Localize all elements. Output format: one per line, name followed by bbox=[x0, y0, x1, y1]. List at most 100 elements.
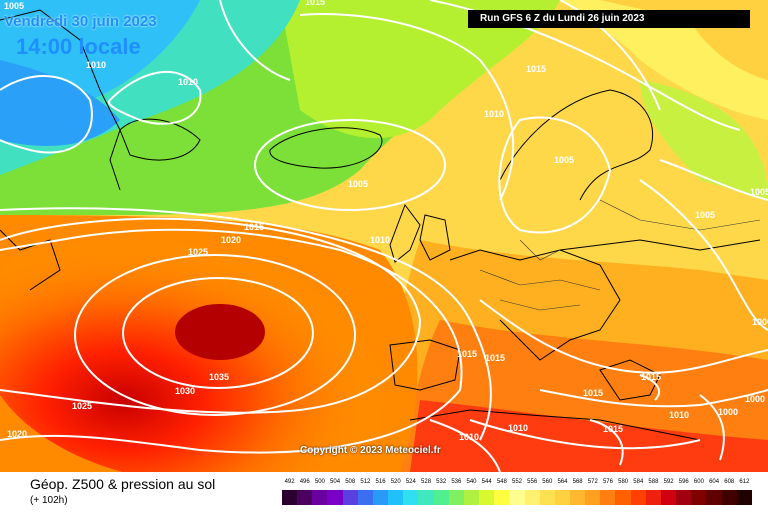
legend-tick-label: 536 bbox=[451, 479, 462, 485]
ridge-center bbox=[175, 304, 265, 360]
legend-swatch bbox=[524, 490, 540, 505]
isobar-label: 1020 bbox=[7, 429, 27, 439]
isobar-label: 1010 bbox=[370, 235, 390, 245]
legend-tick-label: 496 bbox=[299, 479, 310, 485]
run-info: Run GFS 6 Z du Lundi 26 juin 2023 bbox=[468, 10, 750, 28]
legend-swatch bbox=[736, 490, 752, 505]
forecast-time: 14:00 locale bbox=[16, 34, 141, 59]
legend-tick-label: 584 bbox=[633, 479, 644, 485]
legend-tick-label: 520 bbox=[390, 479, 401, 485]
legend-tick-label: 556 bbox=[527, 479, 538, 485]
isobar-label: 1010 bbox=[669, 410, 689, 420]
legend-swatch bbox=[509, 490, 525, 505]
isobar-label: 1010 bbox=[178, 77, 198, 87]
legend-swatch bbox=[297, 490, 313, 505]
legend-swatch bbox=[630, 490, 646, 505]
isobar-label: 1015 bbox=[583, 388, 603, 398]
legend-tick-label: 552 bbox=[511, 479, 522, 485]
forecast-date: Vendredi 30 juin 2023 bbox=[4, 13, 157, 30]
map-title: Géop. Z500 & pression au sol bbox=[30, 476, 216, 492]
legend-tick-label: 524 bbox=[405, 479, 416, 485]
legend-ticks: 492 496 500 504 508 512 516 520 524 528 532 536 540 5… bbox=[282, 479, 752, 489]
legend-swatch bbox=[569, 490, 586, 505]
isobar-label: 1005 bbox=[348, 179, 368, 189]
legend-swatch bbox=[388, 490, 404, 505]
legend-swatch bbox=[691, 490, 707, 505]
legend-tick-label: 596 bbox=[678, 479, 689, 485]
legend-tick-label: 564 bbox=[557, 479, 568, 485]
legend-tick-label: 500 bbox=[314, 479, 325, 485]
isobar-label: 1000 bbox=[752, 317, 768, 327]
isobar-label: 1035 bbox=[209, 372, 229, 382]
isobar-label: 1015 bbox=[641, 372, 661, 382]
legend-swatch bbox=[282, 490, 298, 505]
isobar-label: 1015 bbox=[485, 353, 505, 363]
legend-swatch bbox=[327, 490, 343, 505]
field-red-south bbox=[410, 400, 768, 472]
isobar-label: 1005 bbox=[695, 210, 715, 220]
isobar-labels: 1005 1015 1010 1010 1015 1010 1005 1005 … bbox=[4, 0, 768, 442]
copyright: Copyright © 2023 Meteociel.fr bbox=[300, 445, 441, 456]
legend-swatch bbox=[721, 490, 737, 505]
legend-swatch bbox=[645, 490, 661, 505]
legend-tick-label: 612 bbox=[739, 479, 750, 485]
legend-swatch bbox=[600, 490, 616, 505]
forecast-step: (+ 102h) bbox=[30, 495, 68, 506]
isobar-label: 1000 bbox=[745, 394, 765, 404]
legend-swatch bbox=[372, 490, 389, 505]
field-lightgreen-zone bbox=[280, 0, 560, 139]
isobar-label: 1015 bbox=[244, 222, 264, 232]
legend-tick-label: 568 bbox=[572, 479, 583, 485]
isobar-label: 1010 bbox=[484, 109, 504, 119]
isobar-label: 1005 bbox=[4, 1, 24, 11]
legend-tick-label: 560 bbox=[542, 479, 553, 485]
weather-map: 1005 1015 1010 1010 1015 1010 1005 1005 … bbox=[0, 0, 768, 472]
isobar-label: 1015 bbox=[305, 0, 325, 7]
legend-swatch bbox=[479, 490, 495, 505]
legend-swatch bbox=[342, 490, 358, 505]
legend-swatch bbox=[494, 490, 510, 505]
borders bbox=[479, 199, 761, 311]
isobar-label: 1025 bbox=[72, 401, 92, 411]
isobar-label: 1015 bbox=[603, 424, 623, 434]
legend-swatch bbox=[676, 490, 692, 505]
legend-swatch bbox=[554, 490, 570, 505]
legend-tick-label: 528 bbox=[421, 479, 432, 485]
legend-swatch bbox=[403, 490, 419, 505]
legend-swatch bbox=[312, 490, 328, 505]
isobar-label: 1015 bbox=[457, 349, 477, 359]
legend-swatch bbox=[463, 490, 480, 505]
isobar-label: 1025 bbox=[188, 247, 208, 257]
legend-tick-label: 580 bbox=[618, 479, 629, 485]
legend-tick-label: 540 bbox=[466, 479, 477, 485]
legend-tick-label: 604 bbox=[709, 479, 720, 485]
legend-tick-label: 516 bbox=[375, 479, 386, 485]
legend-tick-label: 608 bbox=[724, 479, 735, 485]
legend-tick-label: 512 bbox=[360, 479, 371, 485]
isobar-label: 1030 bbox=[175, 386, 195, 396]
legend-tick-label: 504 bbox=[330, 479, 341, 485]
legend-tick-label: 492 bbox=[284, 479, 295, 485]
legend-tick-label: 532 bbox=[436, 479, 447, 485]
legend-swatch bbox=[448, 490, 464, 505]
legend-swatch bbox=[615, 490, 631, 505]
footer: Géop. Z500 & pression au sol (+ 102h) 49… bbox=[0, 472, 768, 512]
legend-tick-label: 548 bbox=[496, 479, 507, 485]
isobar-label: 1010 bbox=[508, 423, 528, 433]
legend-swatch bbox=[660, 490, 677, 505]
legend-swatch bbox=[433, 490, 449, 505]
map-canvas: 1005 1015 1010 1010 1015 1010 1005 1005 … bbox=[0, 0, 768, 472]
legend-tick-label: 600 bbox=[693, 479, 704, 485]
legend-swatch bbox=[418, 490, 434, 505]
isobar-label: 1005 bbox=[750, 187, 768, 197]
legend-swatch bbox=[706, 490, 722, 505]
field-green-ne bbox=[640, 80, 768, 200]
legend-swatch bbox=[585, 490, 601, 505]
isobar-label: 1015 bbox=[526, 64, 546, 74]
coastlines bbox=[0, 9, 761, 441]
legend-tick-label: 588 bbox=[648, 479, 659, 485]
legend-tick-label: 572 bbox=[587, 479, 598, 485]
color-legend bbox=[282, 490, 752, 505]
isobar-label: 1005 bbox=[554, 155, 574, 165]
legend-tick-label: 592 bbox=[663, 479, 674, 485]
